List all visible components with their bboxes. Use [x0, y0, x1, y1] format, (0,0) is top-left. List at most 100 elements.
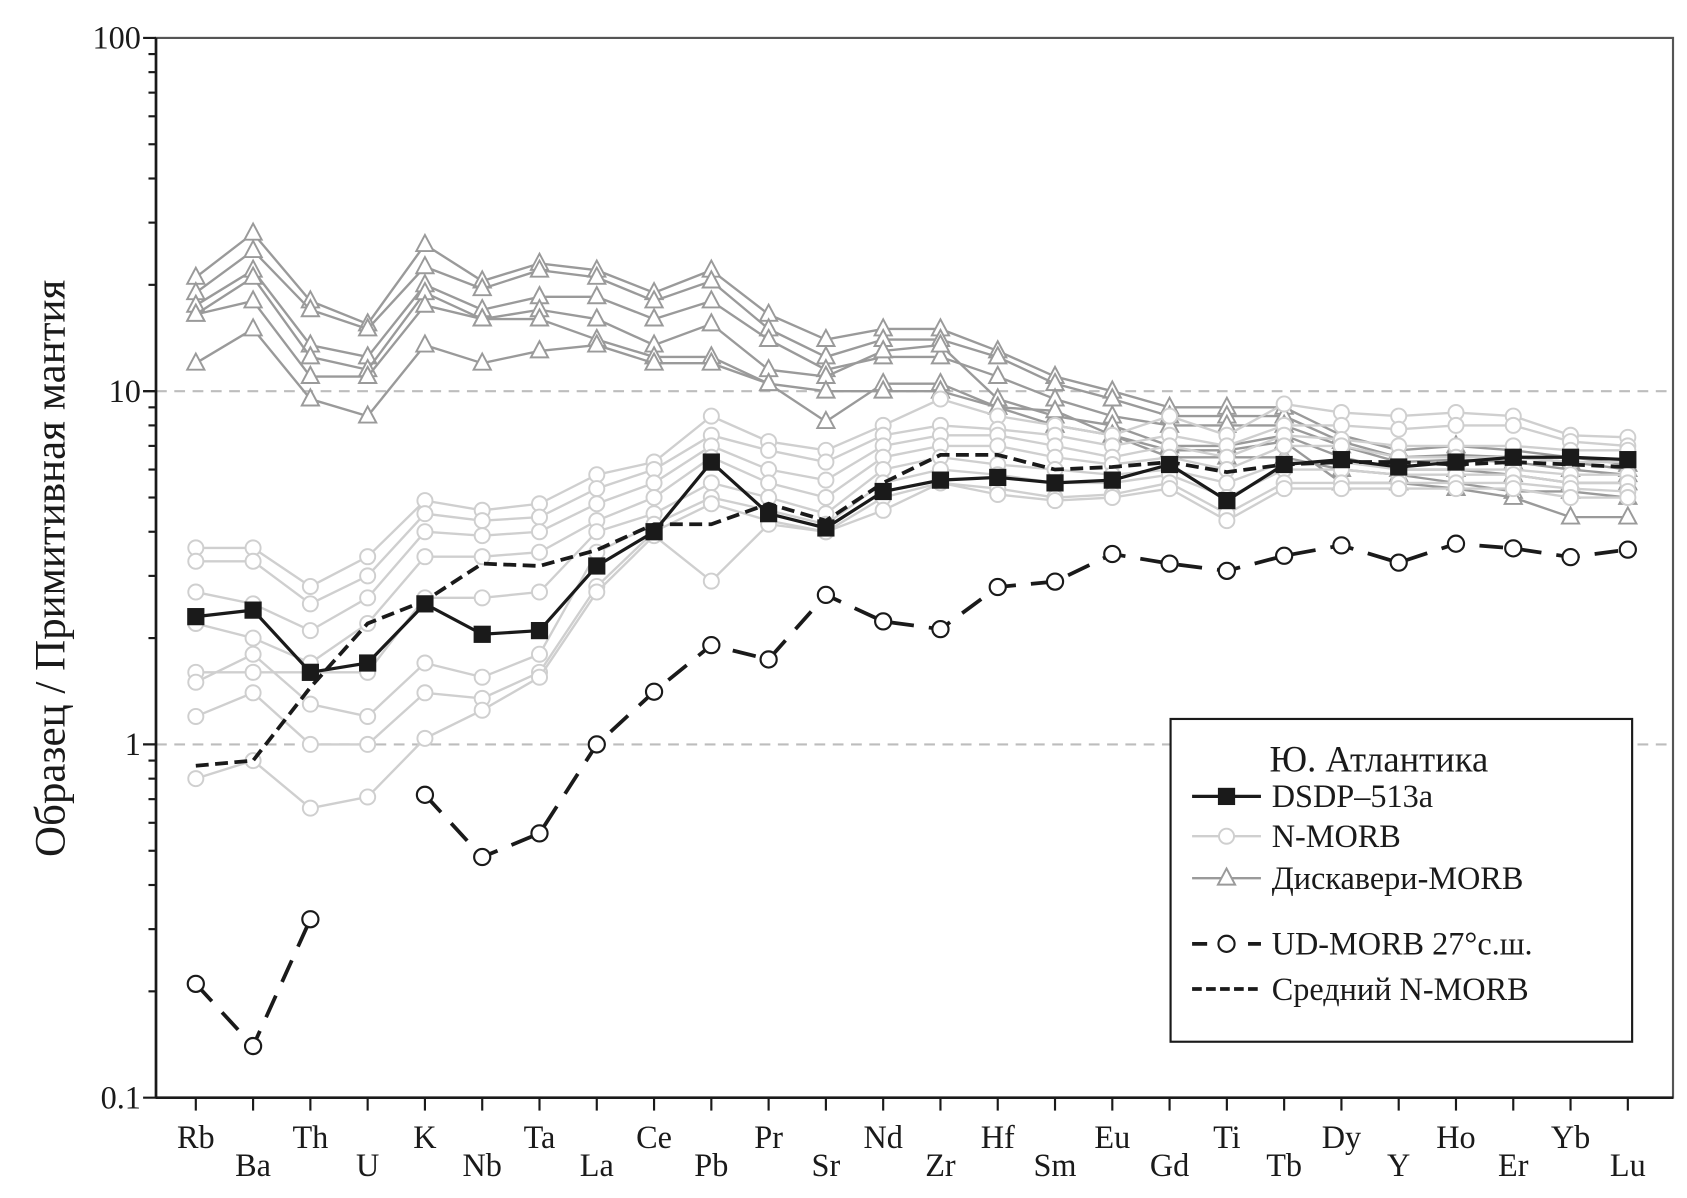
legend-item: Средний N-MORB [1192, 971, 1529, 1007]
x-tick-label-k: K [413, 1119, 436, 1155]
data-point-u [359, 707, 377, 725]
data-point-ce [643, 307, 665, 327]
y-tick-label: 100 [93, 20, 141, 56]
data-point-ba [244, 601, 262, 619]
data-point-ba [242, 221, 264, 241]
data-point-ta [529, 258, 550, 278]
legend-item: UD-MORB 27°с.ш. [1192, 926, 1533, 962]
x-tick-label-ba: Ba [235, 1147, 271, 1183]
x-tick-label-zr: Zr [925, 1147, 956, 1183]
legend-marker [1218, 827, 1236, 845]
data-point-k [416, 505, 434, 523]
data-point-nb [473, 548, 491, 566]
data-point-nd [874, 482, 892, 501]
axes: 0.1 1 10 100 Rb Ba Th UK Nb Ta La Ce Pb Pr Sr Nd Zr Hf Sm E… [93, 20, 1675, 1183]
data-point-k [414, 255, 436, 275]
data-point-yb [1560, 505, 1581, 525]
data-point-er [1504, 416, 1522, 434]
data-point-th [301, 735, 319, 753]
data-point-sr [817, 471, 835, 489]
data-point-la [586, 285, 607, 305]
x-tick-label-nd: Nd [863, 1119, 902, 1155]
data-point-la [586, 307, 607, 327]
data-point-k [416, 684, 434, 702]
data-point-ta [530, 543, 548, 561]
data-point-u [359, 654, 377, 672]
legend-item: Дискавери-MORB [1192, 860, 1523, 896]
data-point-rb [185, 302, 207, 322]
data-point-nb [473, 701, 491, 719]
data-point-pb [701, 351, 722, 371]
series-line [195, 481, 1628, 746]
data-point-la [588, 523, 606, 541]
y-tick-label: 10 [109, 373, 141, 409]
data-point-ta [530, 668, 548, 686]
series-line [195, 268, 1628, 476]
data-point-hf [987, 345, 1008, 365]
legend-label: N-MORB [1272, 818, 1401, 854]
data-point-ba [242, 289, 264, 309]
data-point-rb [187, 707, 205, 725]
data-point-th [301, 910, 320, 929]
data-point-gd [1161, 480, 1179, 498]
data-point-th [300, 364, 321, 384]
data-point-ba [244, 629, 262, 647]
data-point-u [359, 548, 377, 566]
series-line [194, 918, 313, 1050]
data-point-eu [1103, 471, 1121, 489]
data-point-dy [1332, 416, 1350, 434]
data-point-th [300, 387, 321, 407]
data-point-k [414, 333, 436, 353]
data-point-th [301, 799, 319, 817]
x-tick-label-dy: Dy [1322, 1119, 1361, 1155]
series-line [195, 434, 1628, 632]
data-point-ba [242, 265, 264, 285]
data-point-ba [242, 317, 264, 337]
data-point-ho [1446, 534, 1466, 553]
x-tick-label-ho: Ho [1436, 1119, 1475, 1155]
series-line [195, 444, 1628, 665]
data-point-pr [758, 327, 779, 347]
data-point-ba [244, 663, 262, 681]
data-point-zr [930, 345, 951, 365]
legend-marker [1217, 934, 1236, 953]
x-tick-label-tb: Tb [1266, 1147, 1302, 1183]
data-point-ba [244, 645, 262, 663]
data-point-pr [760, 505, 778, 523]
series-nmorb [187, 461, 1637, 725]
data-point-sm [1046, 492, 1064, 510]
data-point-y [1389, 553, 1408, 572]
data-point-u [357, 404, 378, 424]
data-point-k [416, 523, 434, 541]
data-point-ti [1218, 492, 1236, 510]
x-tick-label-nb: Nb [462, 1147, 501, 1183]
data-point-ta [529, 339, 550, 359]
data-point-pr [759, 650, 778, 669]
data-point-dy [1332, 451, 1351, 469]
series-layer [185, 221, 1639, 1056]
data-point-er [1504, 480, 1522, 498]
series-line [195, 481, 1628, 810]
series-nmorb [187, 437, 1637, 672]
data-point-pb [702, 453, 720, 471]
data-point-ti [1218, 512, 1236, 530]
data-point-y [1390, 420, 1408, 438]
data-point-yb [1562, 489, 1580, 507]
series-nmorb [187, 390, 1637, 595]
series-discovery [185, 289, 1639, 505]
data-point-la [588, 480, 606, 498]
series-line [195, 453, 1628, 768]
data-point-hf [989, 485, 1007, 503]
x-tick-label-sr: Sr [812, 1147, 841, 1183]
x-tick-label-pr: Pr [754, 1119, 783, 1155]
data-point-pb [702, 407, 720, 425]
data-point-rb [187, 770, 205, 788]
data-point-k [416, 729, 434, 747]
data-point-ta [530, 523, 548, 541]
data-point-la [586, 333, 607, 353]
data-point-dy [1332, 536, 1351, 555]
data-point-hf [987, 364, 1008, 384]
data-point-th [301, 663, 319, 681]
data-point-la [588, 495, 606, 513]
